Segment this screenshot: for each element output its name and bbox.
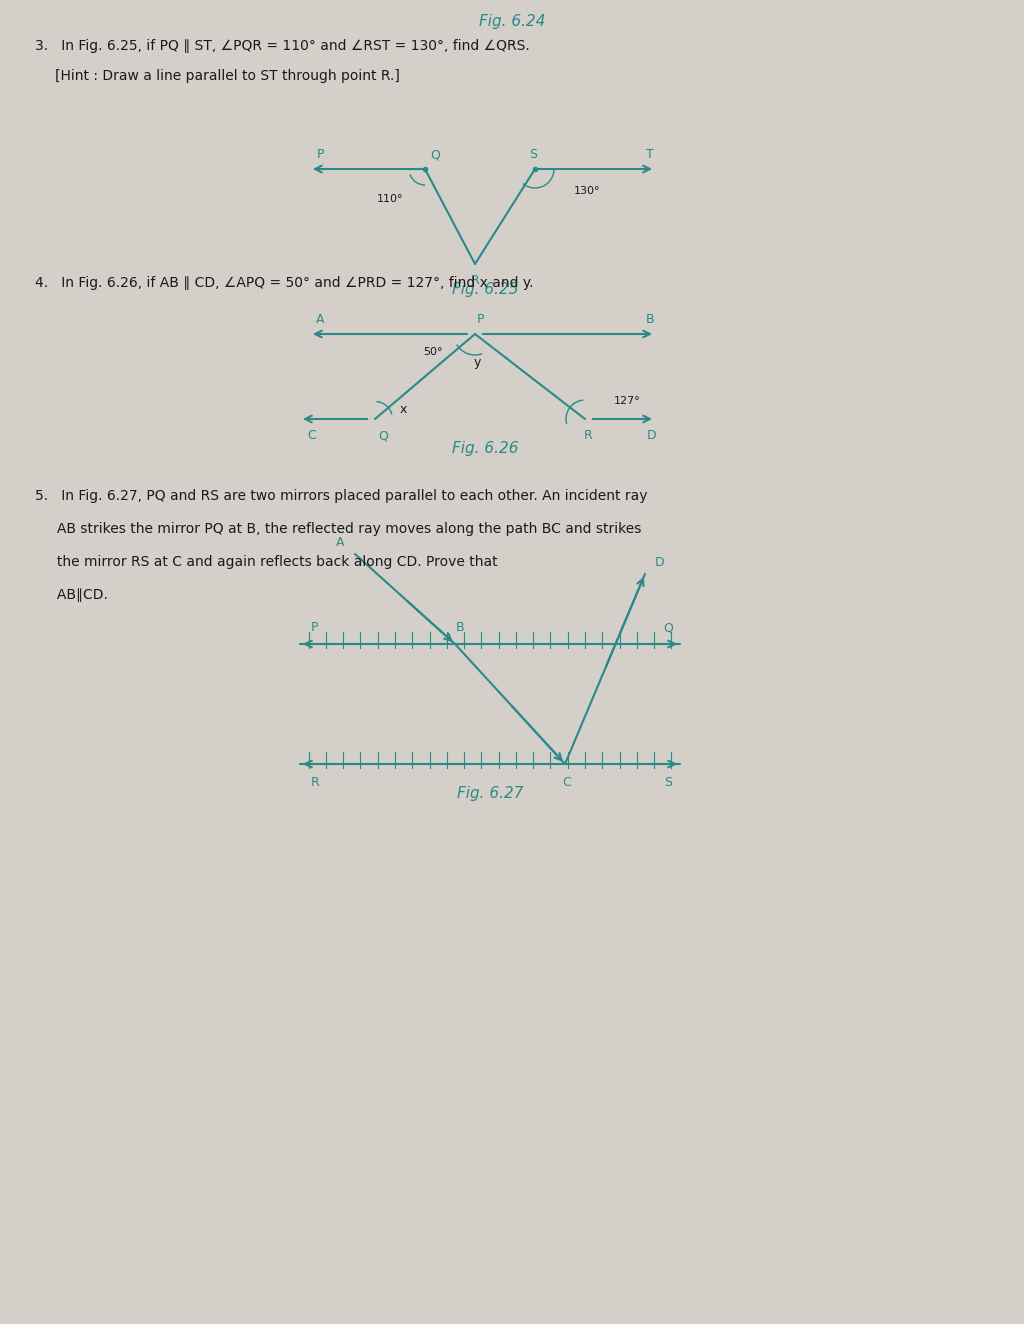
Text: P: P [311, 621, 318, 634]
Text: R: R [471, 274, 479, 287]
Text: B: B [456, 621, 464, 634]
Text: 110°: 110° [377, 195, 403, 204]
Text: D: D [655, 556, 665, 569]
Text: 5.   In Fig. 6.27, PQ and RS are two mirrors placed parallel to each other. An i: 5. In Fig. 6.27, PQ and RS are two mirro… [35, 489, 647, 503]
Text: Fig. 6.24: Fig. 6.24 [479, 15, 545, 29]
Text: P: P [476, 312, 483, 326]
Text: T: T [646, 148, 654, 162]
Text: P: P [316, 148, 324, 162]
Text: C: C [562, 776, 571, 789]
Text: Q: Q [430, 148, 440, 162]
Text: B: B [646, 312, 654, 326]
Text: S: S [664, 776, 672, 789]
Text: the mirror RS at C and again reflects back along CD. Prove that: the mirror RS at C and again reflects ba… [35, 555, 498, 569]
Text: y: y [473, 356, 480, 368]
Text: AB∥CD.: AB∥CD. [35, 588, 108, 602]
Text: [Hint : Draw a line parallel to ST through point R.]: [Hint : Draw a line parallel to ST throu… [55, 69, 400, 83]
Text: 50°: 50° [423, 347, 442, 357]
Text: 130°: 130° [573, 185, 600, 196]
Text: AB strikes the mirror PQ at B, the reflected ray moves along the path BC and str: AB strikes the mirror PQ at B, the refle… [35, 522, 641, 536]
Text: A: A [336, 536, 344, 549]
Text: x: x [399, 402, 407, 416]
Text: Q: Q [378, 429, 388, 442]
Text: C: C [307, 429, 316, 442]
Text: D: D [647, 429, 656, 442]
Text: 4.   In Fig. 6.26, if AB ∥ CD, ∠APQ = 50° and ∠PRD = 127°, find x and y.: 4. In Fig. 6.26, if AB ∥ CD, ∠APQ = 50° … [35, 275, 534, 290]
Text: R: R [310, 776, 319, 789]
Text: Q: Q [664, 621, 673, 634]
Text: Fig. 6.25: Fig. 6.25 [452, 282, 518, 297]
Text: 127°: 127° [613, 396, 640, 406]
Text: 3.   In Fig. 6.25, if PQ ∥ ST, ∠PQR = 110° and ∠RST = 130°, find ∠QRS.: 3. In Fig. 6.25, if PQ ∥ ST, ∠PQR = 110°… [35, 38, 529, 53]
Text: Fig. 6.26: Fig. 6.26 [452, 441, 518, 455]
Text: R: R [584, 429, 592, 442]
Text: A: A [315, 312, 325, 326]
Text: S: S [529, 148, 537, 162]
Text: Fig. 6.27: Fig. 6.27 [457, 786, 523, 801]
